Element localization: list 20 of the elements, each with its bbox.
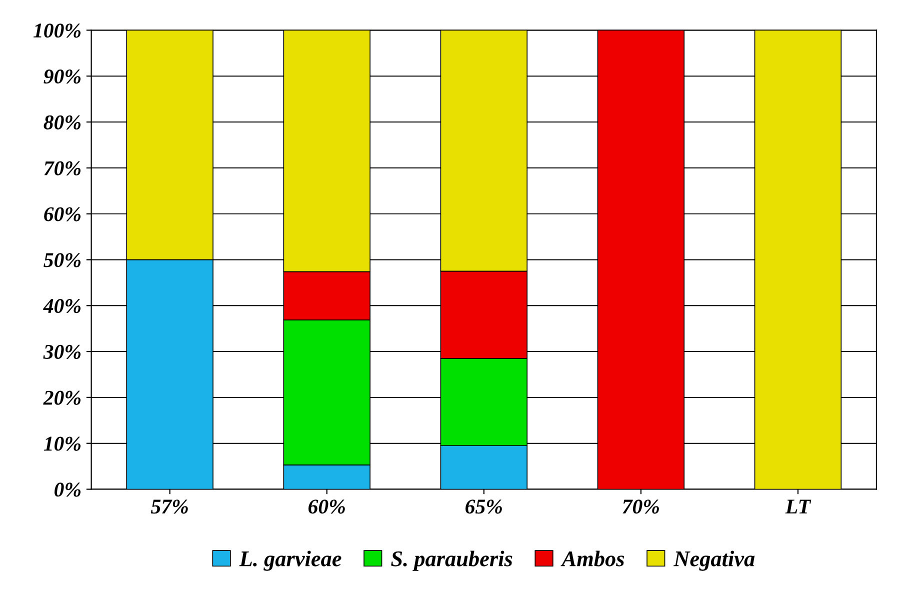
legend-label: Ambos — [560, 550, 624, 566]
x-tick-label: 57% — [150, 500, 188, 514]
y-tick-label: 90% — [44, 69, 81, 84]
y-tick-label: 60% — [44, 207, 81, 222]
y-tick-label: 100% — [33, 24, 81, 38]
legend-label: S. parauberis — [391, 550, 512, 571]
x-tick-label: 60% — [308, 500, 345, 514]
x-tick-label: 65% — [466, 500, 502, 514]
y-tick-label: 50% — [44, 253, 81, 268]
legend-label: L. garvieae — [239, 550, 342, 571]
y-tick-label: 40% — [43, 299, 81, 314]
y-tick-label: 80% — [44, 115, 81, 130]
y-tick-label: 70% — [44, 161, 81, 176]
y-tick-label: 10% — [44, 436, 81, 451]
legend-label: Negativa — [673, 550, 755, 571]
x-tick-label: 70% — [622, 500, 659, 514]
x-tick-label: LT — [785, 500, 812, 514]
y-tick-label: 30% — [43, 344, 81, 360]
y-tick-label: 20% — [43, 390, 81, 405]
y-tick-label: 0% — [54, 482, 81, 497]
